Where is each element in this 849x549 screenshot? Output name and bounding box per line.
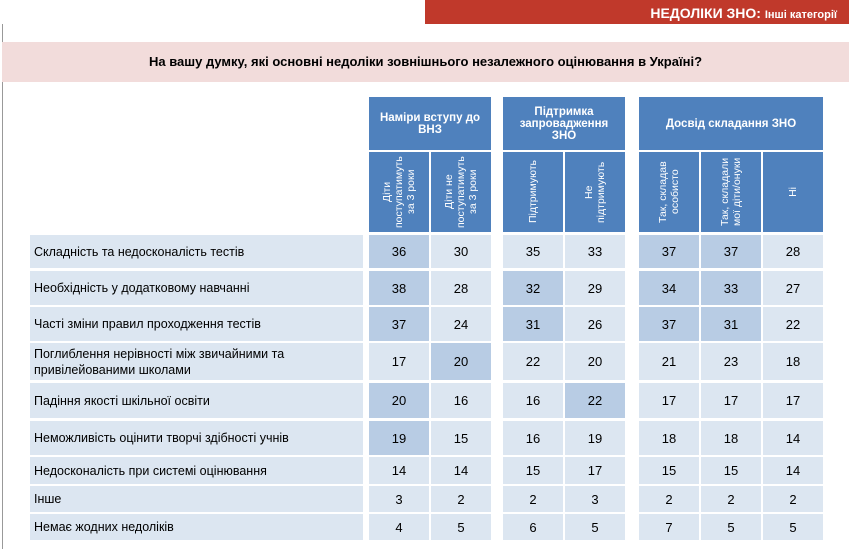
value-cell: 37	[369, 307, 429, 341]
column-header: Діти поступатимуть за 3 роки	[369, 152, 429, 232]
value-cell: 15	[503, 457, 563, 484]
value-cell: 16	[503, 383, 563, 418]
column-header: Діти не поступатимуть за 3 роки	[431, 152, 491, 232]
value-cell: 15	[431, 421, 491, 455]
value-cell: 3	[369, 486, 429, 512]
value-cell: 30	[431, 235, 491, 268]
row-label: Необхідність у додатковому навчанні	[30, 271, 363, 305]
banner-subtitle: Інші категорії	[764, 9, 837, 21]
value-cell: 4	[369, 514, 429, 540]
group-header: Досвід складання ЗНО	[639, 97, 823, 150]
value-cell: 19	[369, 421, 429, 455]
column-header: Ні	[763, 152, 823, 232]
value-cell: 5	[763, 514, 823, 540]
value-cell: 28	[763, 235, 823, 268]
value-cell: 20	[431, 343, 491, 380]
value-cell: 31	[701, 307, 761, 341]
value-cell: 36	[369, 235, 429, 268]
row-label: Інше	[30, 486, 363, 512]
column-header: Так, складав особисто	[639, 152, 699, 232]
border-line	[2, 24, 3, 549]
value-cell: 15	[639, 457, 699, 484]
value-cell: 37	[639, 235, 699, 268]
column-header: Не підтримують	[565, 152, 625, 232]
value-cell: 5	[701, 514, 761, 540]
value-cell: 17	[565, 457, 625, 484]
value-cell: 18	[639, 421, 699, 455]
value-cell: 37	[639, 307, 699, 341]
question: На вашу думку, які основні недоліки зовн…	[2, 42, 849, 82]
value-cell: 28	[431, 271, 491, 305]
value-cell: 26	[565, 307, 625, 341]
row-label: Часті зміни правил проходження тестів	[30, 307, 363, 341]
value-cell: 14	[763, 421, 823, 455]
value-cell: 21	[639, 343, 699, 380]
value-cell: 31	[503, 307, 563, 341]
value-cell: 35	[503, 235, 563, 268]
value-cell: 2	[763, 486, 823, 512]
value-cell: 14	[431, 457, 491, 484]
row-label: Неможливість оцінити творчі здібності уч…	[30, 421, 363, 455]
value-cell: 34	[639, 271, 699, 305]
value-cell: 17	[369, 343, 429, 380]
value-cell: 14	[369, 457, 429, 484]
value-cell: 15	[701, 457, 761, 484]
group-header: Наміри вступу до ВНЗ	[369, 97, 491, 150]
value-cell: 2	[701, 486, 761, 512]
value-cell: 37	[701, 235, 761, 268]
value-cell: 18	[701, 421, 761, 455]
value-cell: 16	[431, 383, 491, 418]
column-header: Так, складали мої діти/онуки	[701, 152, 761, 232]
value-cell: 20	[369, 383, 429, 418]
value-cell: 27	[763, 271, 823, 305]
row-label: Недосконалість при системі оцінювання	[30, 457, 363, 484]
value-cell: 6	[503, 514, 563, 540]
value-cell: 22	[565, 383, 625, 418]
value-cell: 2	[431, 486, 491, 512]
value-cell: 17	[763, 383, 823, 418]
value-cell: 23	[701, 343, 761, 380]
value-cell: 19	[565, 421, 625, 455]
value-cell: 2	[639, 486, 699, 512]
row-label: Складність та недосконалість тестів	[30, 235, 363, 268]
banner-title: НЕДОЛІКИ ЗНО:	[650, 5, 761, 21]
value-cell: 3	[565, 486, 625, 512]
banner: НЕДОЛІКИ ЗНО: Інші категорії	[425, 0, 849, 24]
value-cell: 16	[503, 421, 563, 455]
value-cell: 24	[431, 307, 491, 341]
row-label: Поглиблення нерівності між звичайними та…	[30, 343, 363, 380]
value-cell: 5	[565, 514, 625, 540]
value-cell: 14	[763, 457, 823, 484]
value-cell: 17	[701, 383, 761, 418]
value-cell: 38	[369, 271, 429, 305]
row-label: Падіння якості шкільної освіти	[30, 383, 363, 418]
value-cell: 29	[565, 271, 625, 305]
group-header: Підтримка запровадження ЗНО	[503, 97, 625, 150]
column-header: Підтримують	[503, 152, 563, 232]
value-cell: 33	[701, 271, 761, 305]
value-cell: 2	[503, 486, 563, 512]
value-cell: 17	[639, 383, 699, 418]
row-label: Немає жодних недоліків	[30, 514, 363, 540]
value-cell: 5	[431, 514, 491, 540]
value-cell: 22	[503, 343, 563, 380]
value-cell: 20	[565, 343, 625, 380]
value-cell: 18	[763, 343, 823, 380]
value-cell: 22	[763, 307, 823, 341]
value-cell: 7	[639, 514, 699, 540]
value-cell: 32	[503, 271, 563, 305]
value-cell: 33	[565, 235, 625, 268]
